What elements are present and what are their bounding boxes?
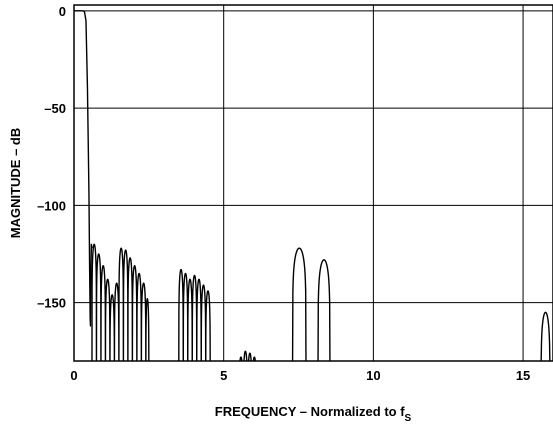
y-axis-label: MAGNITUDE – dB [8, 128, 23, 239]
stopband-lobe-group [91, 243, 150, 361]
x-tick-label: 10 [366, 368, 380, 383]
stopband-lobe-group [291, 247, 307, 361]
x-axis-label: FREQUENCY – Normalized to fS [215, 404, 412, 424]
y-tick-label: –50 [44, 101, 66, 116]
x-tick-label: 15 [516, 368, 530, 383]
x-tick-label: 5 [220, 368, 227, 383]
y-tick-label: –150 [37, 296, 66, 311]
y-tick-label: 0 [59, 4, 66, 19]
x-tick-label: 0 [70, 368, 77, 383]
grid [74, 5, 553, 361]
stopband-lobe-group [239, 350, 257, 361]
stopband-lobe-group [540, 311, 551, 361]
stopband-lobe-group [178, 268, 211, 361]
y-tick-label: –100 [37, 198, 66, 213]
y-tick-labels: 0 –50 –100 –150 [37, 4, 66, 311]
x-tick-labels: 0 5 10 15 [70, 368, 530, 383]
passband-curve [74, 10, 93, 327]
response-curves [74, 10, 551, 361]
plot-frame [73, 4, 553, 362]
stopband-lobe-group [317, 259, 331, 361]
